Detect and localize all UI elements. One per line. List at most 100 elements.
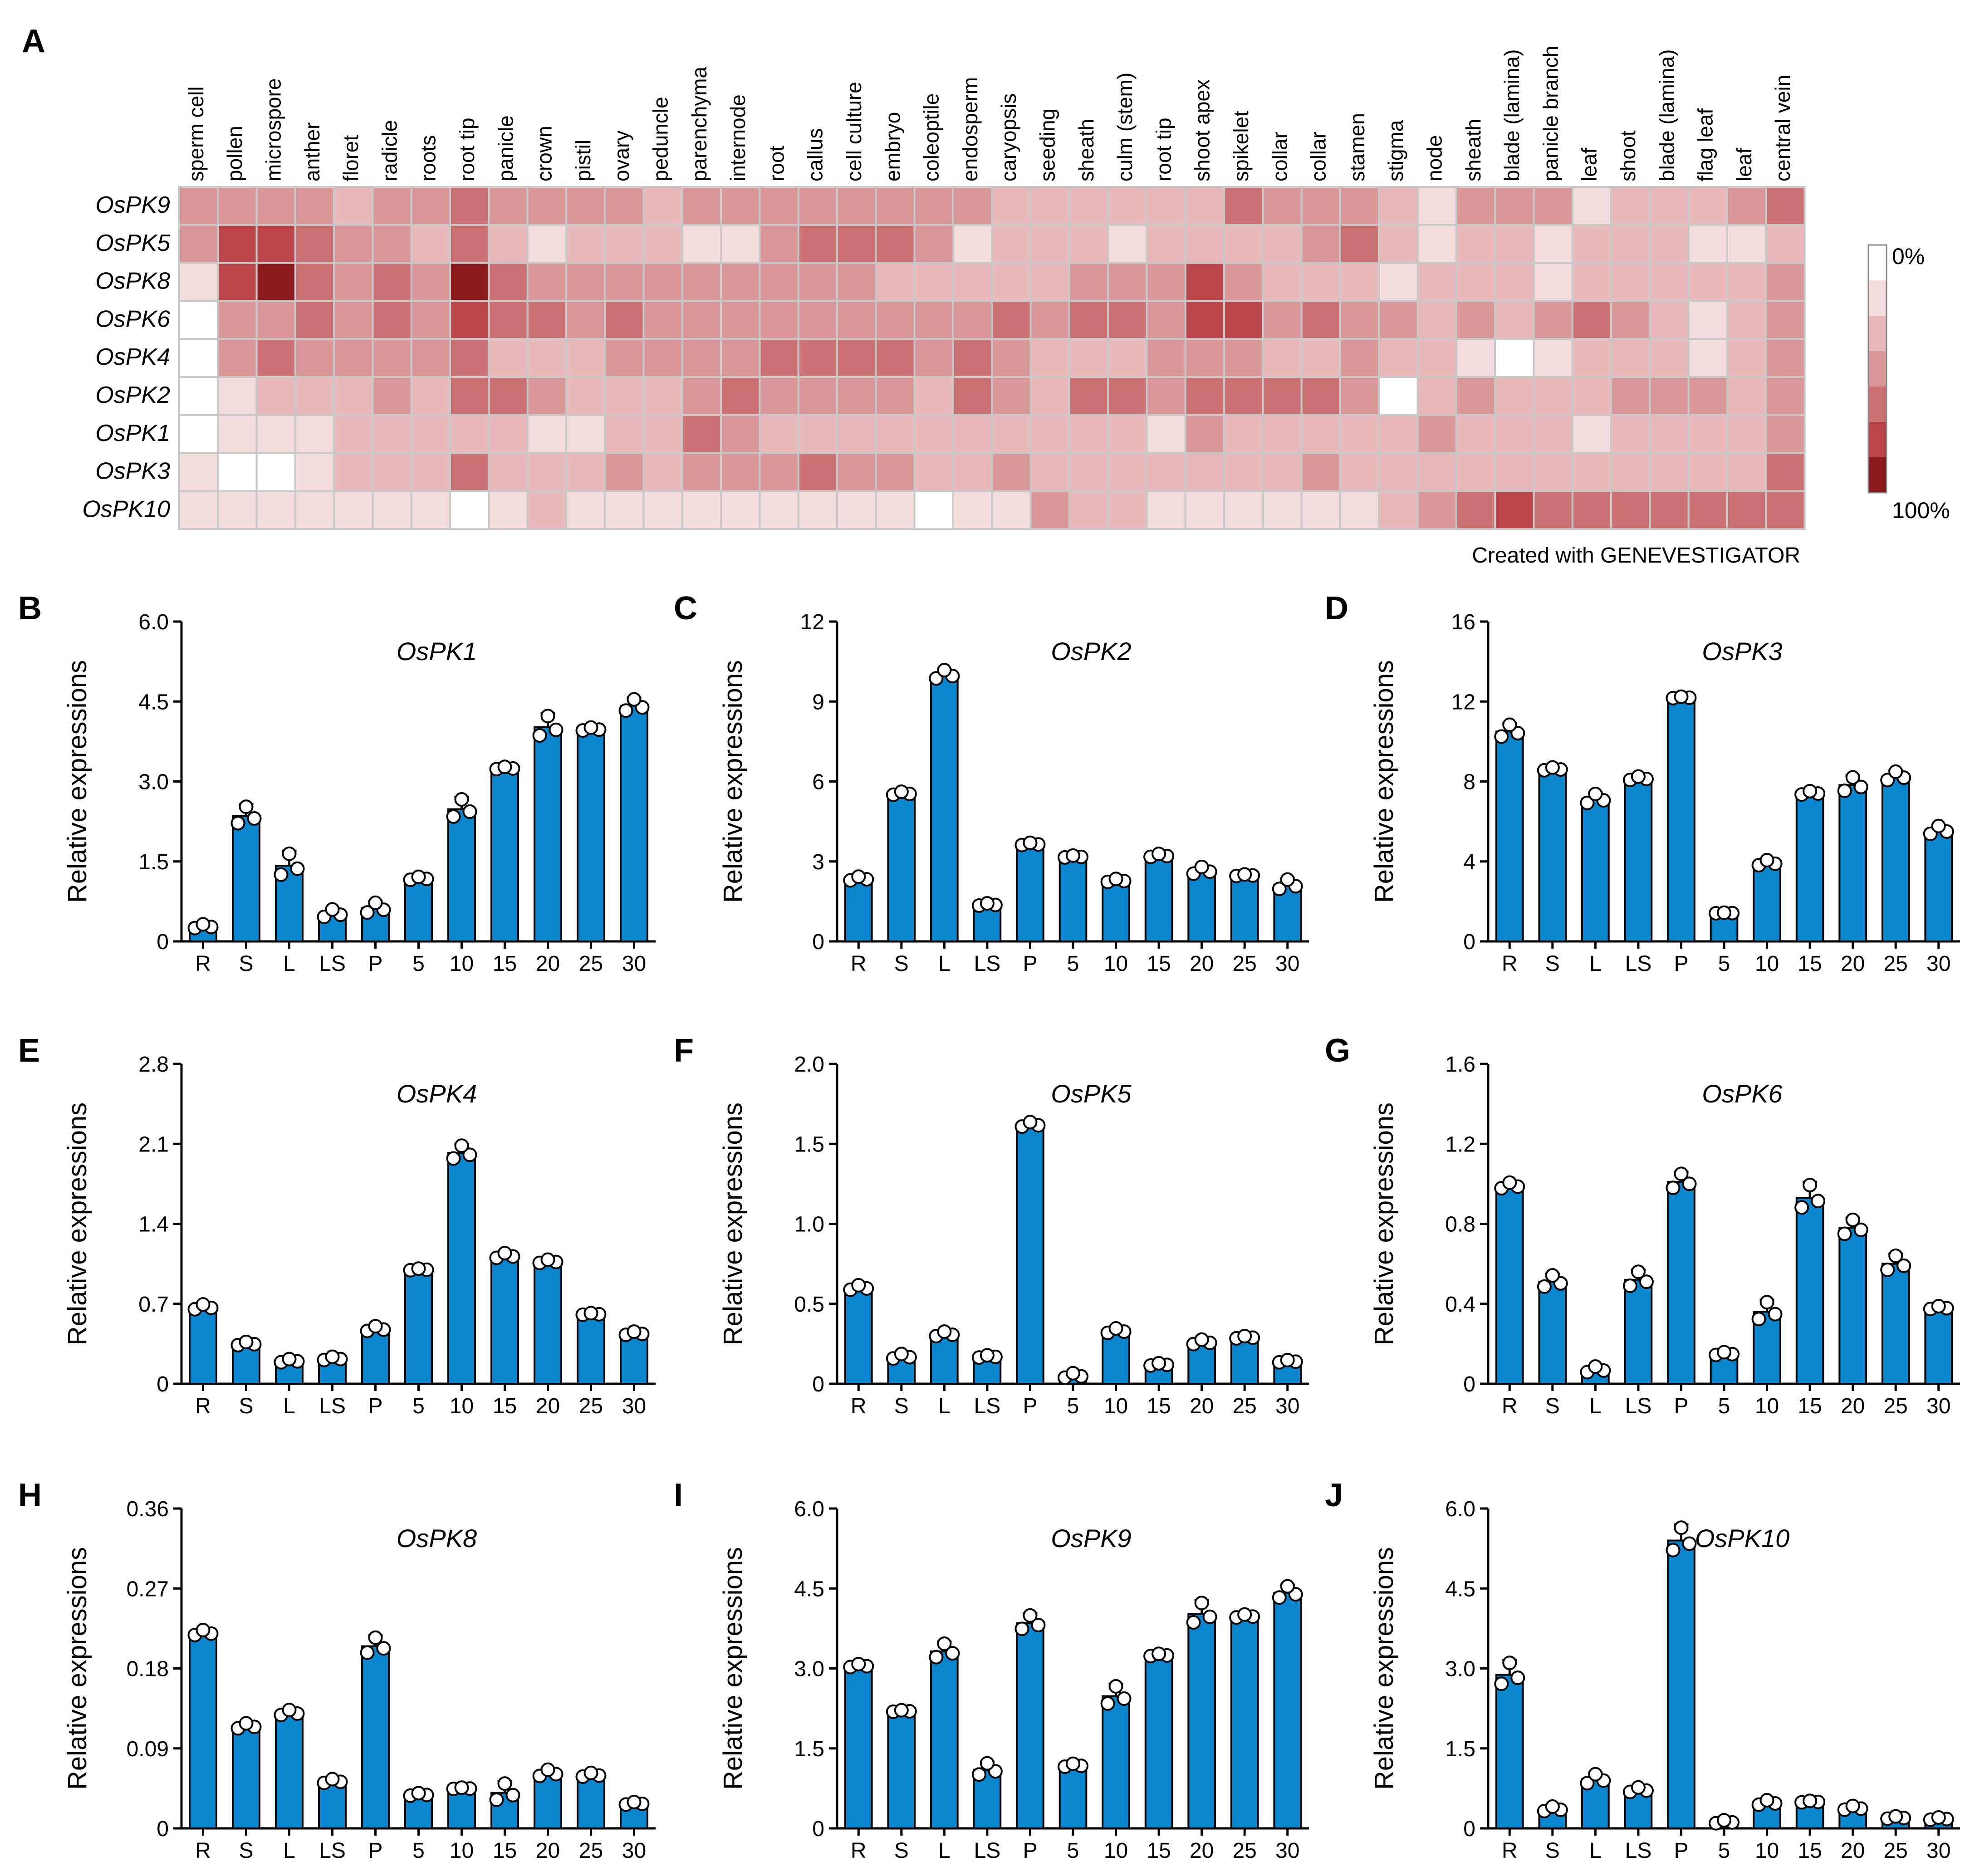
y-tick-label: 4.5 bbox=[1445, 1577, 1475, 1601]
y-tick-label: 4.5 bbox=[794, 1577, 824, 1601]
heatmap-cell bbox=[1184, 452, 1225, 492]
bar bbox=[1230, 874, 1259, 943]
bar bbox=[1667, 696, 1696, 942]
heatmap-cell bbox=[1765, 224, 1806, 264]
replicate-point bbox=[540, 1762, 555, 1777]
replicate-point bbox=[1545, 1268, 1560, 1283]
x-tick-label: L bbox=[1589, 1839, 1602, 1863]
heatmap-cell bbox=[1494, 186, 1535, 226]
heatmap-cell bbox=[372, 300, 412, 340]
heatmap-cell bbox=[1223, 452, 1264, 492]
heatmap-cell bbox=[1687, 414, 1728, 454]
bar bbox=[1495, 1674, 1524, 1830]
heatmap-cell bbox=[1571, 376, 1612, 416]
bar-chart-j: J OsPK10 Relative expressions 0 1.5 3.0 4.5 6.0… bbox=[1325, 1477, 1960, 1863]
panel-letter: B bbox=[18, 590, 42, 627]
heatmap-cell bbox=[294, 338, 335, 378]
heatmap-cell bbox=[836, 452, 877, 492]
heatmap-cell bbox=[1533, 414, 1573, 454]
replicate-point bbox=[1674, 1166, 1689, 1181]
replicate-point bbox=[1888, 1249, 1903, 1263]
tissue-label: stamen bbox=[1345, 113, 1369, 181]
bar bbox=[844, 1665, 873, 1829]
heatmap-cell bbox=[642, 376, 683, 416]
heatmap-cell bbox=[1107, 414, 1148, 454]
heatmap-cell bbox=[255, 452, 296, 492]
heatmap-cell bbox=[1726, 338, 1767, 378]
heatmap-cell bbox=[913, 262, 954, 302]
x-tick-label: 10 bbox=[450, 1394, 474, 1418]
replicate-point bbox=[1117, 1691, 1132, 1706]
heatmap-cell bbox=[1416, 376, 1457, 416]
chart-title: OsPK9 bbox=[1051, 1524, 1131, 1553]
heatmap-cell bbox=[720, 452, 761, 492]
y-tick-label: 0 bbox=[1463, 1372, 1475, 1396]
x-tick-label: LS bbox=[319, 1839, 346, 1863]
replicate-point bbox=[1023, 835, 1038, 850]
heatmap-cell bbox=[488, 452, 529, 492]
heatmap-cell bbox=[1378, 338, 1419, 378]
heatmap-cell bbox=[642, 186, 683, 226]
panel-letter: J bbox=[1325, 1477, 1343, 1514]
y-tick-label: 3.0 bbox=[794, 1657, 824, 1681]
replicate-point bbox=[454, 792, 469, 807]
heatmap-cell bbox=[1649, 262, 1690, 302]
bar bbox=[1538, 1281, 1567, 1385]
x-tick-label: 20 bbox=[1190, 1839, 1214, 1863]
replicate-point bbox=[1580, 1776, 1595, 1791]
heatmap-cell bbox=[1494, 376, 1535, 416]
heatmap-cell bbox=[1262, 452, 1303, 492]
tissue-label: cell culture bbox=[842, 82, 866, 181]
heatmap-cell bbox=[797, 414, 838, 454]
heatmap-cell bbox=[526, 300, 567, 340]
x-tick-label: 30 bbox=[1275, 1839, 1299, 1863]
heatmap-cell bbox=[1416, 186, 1457, 226]
tissue-label: sheath bbox=[1074, 119, 1098, 181]
x-tick-label: P bbox=[368, 1839, 382, 1863]
chart-title: OsPK2 bbox=[1051, 637, 1131, 666]
replicate-point bbox=[1631, 1264, 1646, 1279]
bar bbox=[1016, 1123, 1044, 1385]
panel-letter: I bbox=[674, 1477, 683, 1514]
bar bbox=[1016, 1622, 1044, 1829]
heatmap-cell bbox=[1726, 224, 1767, 264]
x-tick-label: L bbox=[1589, 952, 1602, 976]
heatmap-cell bbox=[1068, 224, 1109, 264]
heatmap-cell bbox=[1416, 452, 1457, 492]
heatmap-cell bbox=[1339, 300, 1380, 340]
heatmap-cell bbox=[1687, 338, 1728, 378]
x-tick-label: S bbox=[239, 1394, 253, 1418]
chart-title: OsPK3 bbox=[1702, 637, 1782, 666]
x-tick-label: 30 bbox=[622, 952, 646, 976]
x-tick-label: 5 bbox=[412, 952, 425, 976]
replicate-point bbox=[505, 1788, 520, 1803]
heatmap-cell bbox=[1107, 376, 1148, 416]
replicate-point bbox=[1280, 872, 1295, 887]
y-tick-label: 1.4 bbox=[138, 1213, 169, 1237]
bar bbox=[577, 728, 605, 942]
heatmap-cell bbox=[333, 452, 374, 492]
heatmap-cell bbox=[991, 452, 1032, 492]
gene-row-label: OsPK6 bbox=[95, 306, 170, 332]
heatmap-cell bbox=[1494, 452, 1535, 492]
replicate-point bbox=[1031, 1617, 1046, 1632]
heatmap-cell bbox=[1533, 338, 1573, 378]
heatmap-cell bbox=[797, 376, 838, 416]
heatmap-cell bbox=[1455, 338, 1496, 378]
replicate-point bbox=[851, 1656, 866, 1671]
panel-letter: D bbox=[1325, 590, 1348, 627]
legend-swatch bbox=[1868, 316, 1887, 351]
heatmap-cell bbox=[1416, 490, 1457, 530]
replicate-point bbox=[1023, 1608, 1038, 1623]
heatmap-cell bbox=[759, 186, 799, 226]
replicate-point bbox=[290, 861, 305, 876]
heatmap-cell bbox=[1068, 414, 1109, 454]
x-tick-label: 15 bbox=[493, 952, 517, 976]
y-axis-label: Relative expressions bbox=[1369, 660, 1399, 903]
heatmap-cell bbox=[526, 376, 567, 416]
heatmap-cell bbox=[526, 262, 567, 302]
heatmap-cell bbox=[836, 224, 877, 264]
heatmap-cell bbox=[1339, 338, 1380, 378]
heatmap-cell bbox=[1765, 376, 1806, 416]
heatmap-cell bbox=[333, 262, 374, 302]
